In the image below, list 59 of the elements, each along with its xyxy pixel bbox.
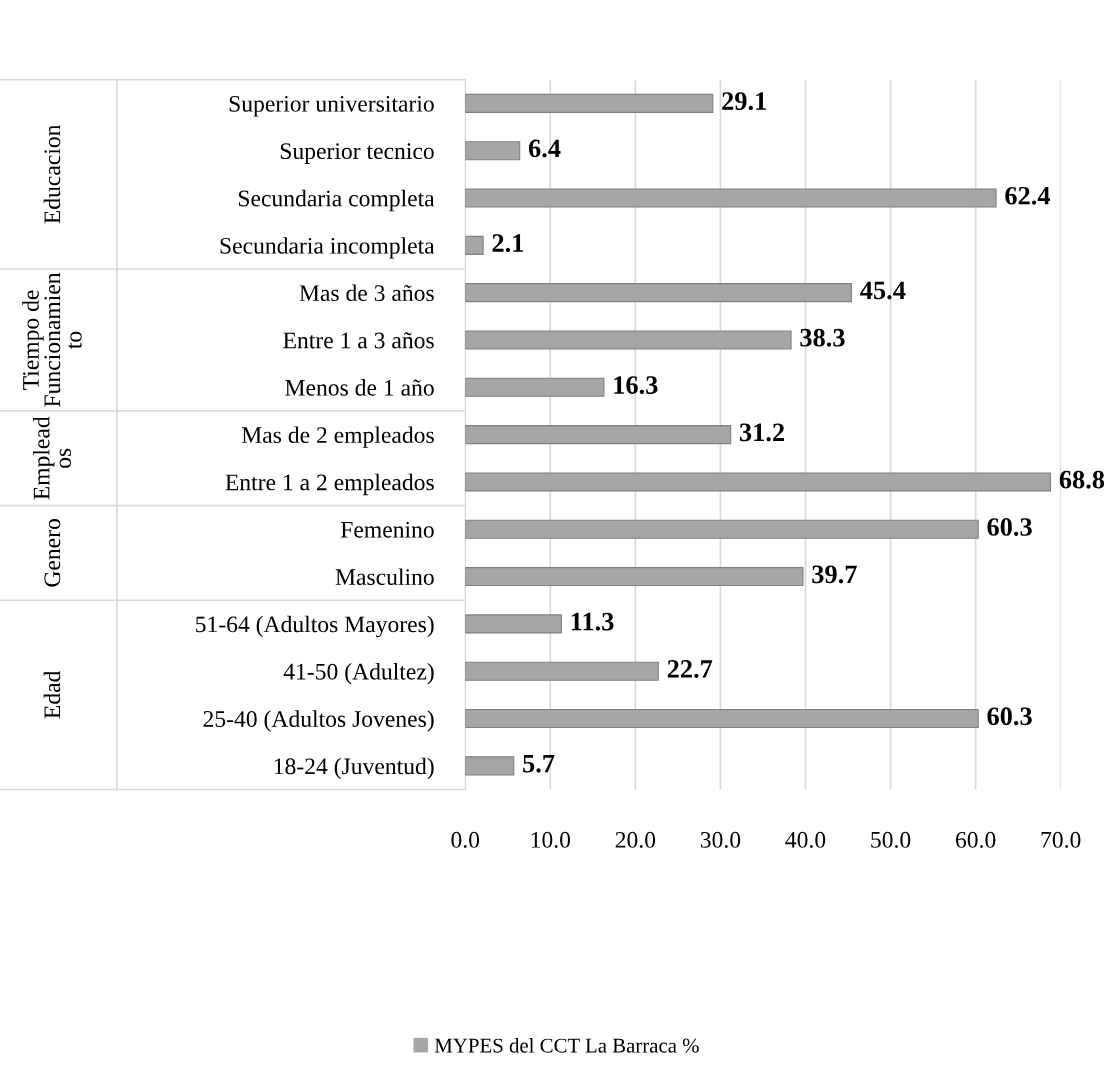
x-tick-label: 40.0 [785, 831, 826, 848]
y-tick-label: 18-24 (Juventud) [274, 757, 434, 780]
x-tick-label: 10.0 [531, 831, 571, 848]
bar [465, 188, 997, 208]
x-tick-label: 60.0 [955, 831, 996, 848]
text: Educacion [43, 124, 61, 224]
text: Genero [44, 519, 61, 587]
data-label: 31.2 [739, 423, 785, 442]
bar [465, 330, 792, 350]
y-tick-label: Menos de 1 año [285, 379, 434, 396]
data-label: 29.1 [722, 92, 766, 111]
bar [465, 472, 1052, 492]
y-tick-label: Mas de 2 empleados [241, 426, 434, 448]
data-label: 39.7 [812, 565, 857, 584]
y-tick-label: Secundaria incompleta [220, 237, 435, 259]
data-label: 11.3 [571, 612, 614, 631]
data-label: 16.3 [614, 376, 658, 395]
bar [465, 235, 484, 255]
bar [465, 756, 515, 776]
bar [465, 283, 852, 303]
bar [465, 377, 605, 397]
legend-label: MYPES del CCT La Barraca % [434, 1037, 699, 1053]
y-tick-label: Masculino [335, 568, 434, 585]
x-tick-label: 50.0 [871, 831, 911, 848]
x-tick-label: 0.0 [451, 831, 480, 848]
data-label: 6.4 [528, 139, 561, 158]
y-tick-label: Superior tecnico [280, 143, 434, 164]
bar [465, 614, 562, 634]
text: Emplead os [32, 416, 71, 500]
y-tick-label: Superior universitario [229, 95, 434, 117]
y-tick-label: 51-64 (Adultos Mayores) [196, 615, 434, 638]
data-label: 60.3 [987, 707, 1032, 726]
data-label: 62.4 [1005, 186, 1051, 205]
y-tick-label: Entre 1 a 3 años [283, 332, 434, 349]
data-label: 5.7 [523, 754, 555, 773]
data-label: 22.7 [667, 660, 713, 678]
data-label: 68.8 [1059, 470, 1105, 489]
x-tick-label: 20.0 [615, 831, 656, 848]
bar [465, 661, 659, 681]
bar [465, 519, 979, 539]
data-label: 2.1 [492, 234, 524, 253]
y-tick-label: Entre 1 a 2 empleados [225, 473, 434, 496]
y-tick-label: 41-50 (Adultez) [283, 663, 434, 685]
y-tick-label: Mas de 3 años [299, 284, 434, 302]
text: Tiempo de Funcionamien to [22, 272, 82, 407]
y-tick-label: Femenino [340, 521, 434, 538]
x-tick-label: 70.0 [1041, 831, 1081, 848]
data-label: 45.4 [860, 281, 906, 300]
text: Edad [43, 670, 61, 719]
bar [465, 141, 521, 161]
y-tick-label: 25-40 (Adultos Jovenes) [203, 710, 434, 732]
bar [465, 567, 804, 587]
data-label: 60.3 [987, 518, 1032, 536]
x-tick-label: 30.0 [700, 831, 741, 848]
bar [465, 93, 714, 113]
bar [465, 425, 732, 445]
y-tick-label: Secundaria completa [238, 189, 435, 212]
data-label: 38.3 [800, 328, 845, 347]
bar [465, 708, 979, 729]
